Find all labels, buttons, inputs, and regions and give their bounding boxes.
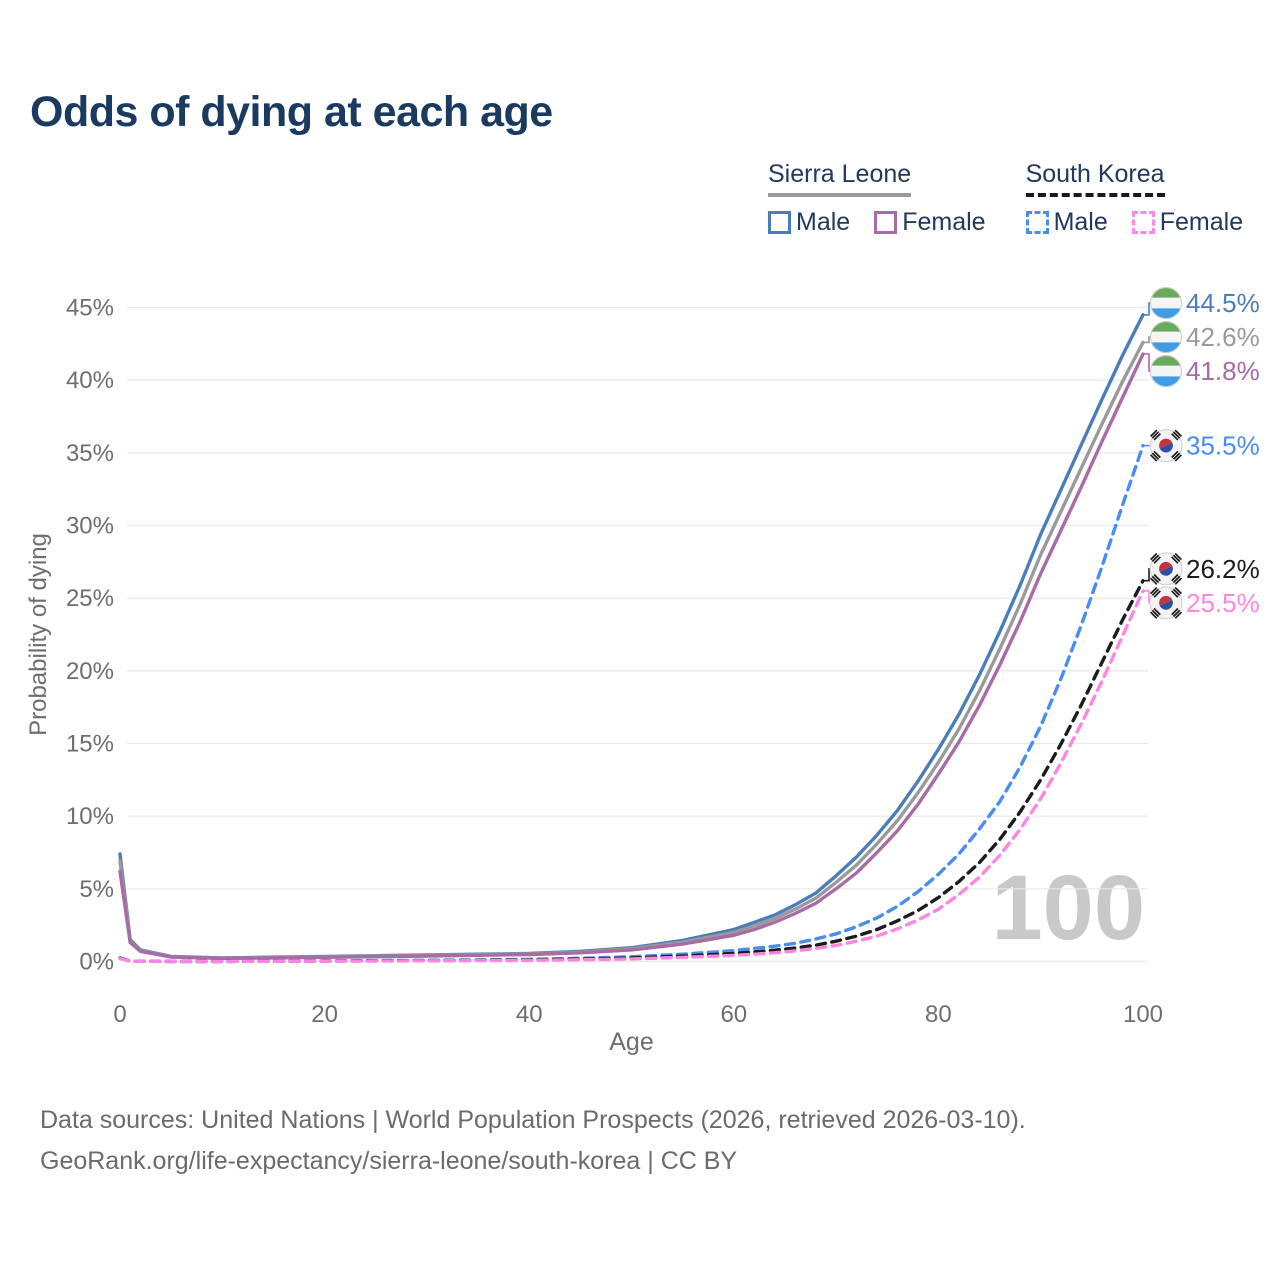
y-tick-label: 15% <box>66 731 114 758</box>
legend-item-sierra-leone-male[interactable]: Male <box>768 208 850 237</box>
legend-item-south-korea-male[interactable]: Male <box>1025 208 1108 237</box>
y-tick-label: 35% <box>66 440 114 467</box>
x-tick-label: 20 <box>311 1001 338 1028</box>
legend-item-sierra-leone-female[interactable]: Female <box>874 208 986 237</box>
line-swatch-icon <box>874 211 898 234</box>
x-tick-label: 60 <box>720 1001 747 1028</box>
y-tick-label: 5% <box>79 876 114 903</box>
south-korea-flag-icon <box>1149 429 1183 463</box>
line-swatch-icon <box>1025 211 1049 234</box>
data-source-footer: Data sources: United Nations | World Pop… <box>40 1100 1026 1182</box>
series-line-sierra-leone-female <box>118 352 1145 961</box>
end-value-label-sierra-leone-total: 42.6% <box>1186 322 1260 352</box>
line-swatch-icon <box>768 211 791 234</box>
footer-line-1: Data sources: United Nations | World Pop… <box>40 1106 1026 1134</box>
end-value-label-sierra-leone-male: 44.5% <box>1186 288 1260 318</box>
legend-item-label: Female <box>1159 208 1244 236</box>
y-tick-label: 30% <box>66 513 114 540</box>
y-tick-label: 40% <box>66 367 114 394</box>
y-tick-label: 0% <box>79 949 114 976</box>
line-swatch-icon <box>1131 211 1155 234</box>
series-line-south-korea-male <box>118 443 1145 964</box>
y-tick-label: 10% <box>66 803 114 830</box>
x-axis-title: Age <box>609 1028 653 1056</box>
legend-item-label: Female <box>902 208 986 236</box>
y-tick-label: 20% <box>66 658 114 685</box>
chart-title: Odds of dying at each age <box>30 88 553 136</box>
legend-item-label: Male <box>1053 208 1108 236</box>
legend-items-south-korea: Male Female <box>1025 208 1244 237</box>
sierra-leone-flag-icon <box>1150 287 1182 320</box>
south-korea-flag-icon <box>1149 552 1183 586</box>
x-tick-label: 100 <box>1123 1001 1163 1028</box>
current-age-watermark: 100 <box>991 857 1146 959</box>
x-tick-label: 80 <box>925 1001 952 1028</box>
legend-group-south-korea: South Korea Male Female <box>1025 160 1244 237</box>
legend-item-south-korea-female[interactable]: Female <box>1131 208 1244 237</box>
series-line-south-korea-total <box>118 579 1145 964</box>
end-value-label-south-korea-male: 35.5% <box>1186 431 1260 461</box>
footer-line-2[interactable]: GeoRank.org/life-expectancy/sierra-leone… <box>40 1147 738 1175</box>
legend-items-sierra-leone: Male Female <box>768 208 986 237</box>
end-value-label-south-korea-female: 25.5% <box>1186 588 1260 618</box>
x-tick-label: 0 <box>113 1001 126 1028</box>
south-korea-flag-icon <box>1149 586 1183 620</box>
legend-country-sierra-leone: Sierra Leone <box>768 160 912 197</box>
legend-country-south-korea: South Korea <box>1025 160 1165 197</box>
y-axis-title: Probability of dying <box>25 533 52 736</box>
sierra-leone-flag-icon <box>1150 321 1182 354</box>
y-tick-label: 25% <box>66 585 114 612</box>
series-line-south-korea-female <box>118 589 1145 964</box>
series-line-sierra-leone-male <box>118 313 1145 960</box>
legend: Sierra Leone Male Female South Korea Mal… <box>768 160 1243 237</box>
end-value-label-sierra-leone-female: 41.8% <box>1186 356 1260 386</box>
x-tick-label: 40 <box>516 1001 543 1028</box>
end-value-label-south-korea-total: 26.2% <box>1186 554 1260 584</box>
sierra-leone-flag-icon <box>1150 355 1182 388</box>
legend-item-label: Male <box>796 208 851 236</box>
y-tick-label: 45% <box>66 295 114 322</box>
legend-group-sierra-leone: Sierra Leone Male Female <box>768 160 986 237</box>
